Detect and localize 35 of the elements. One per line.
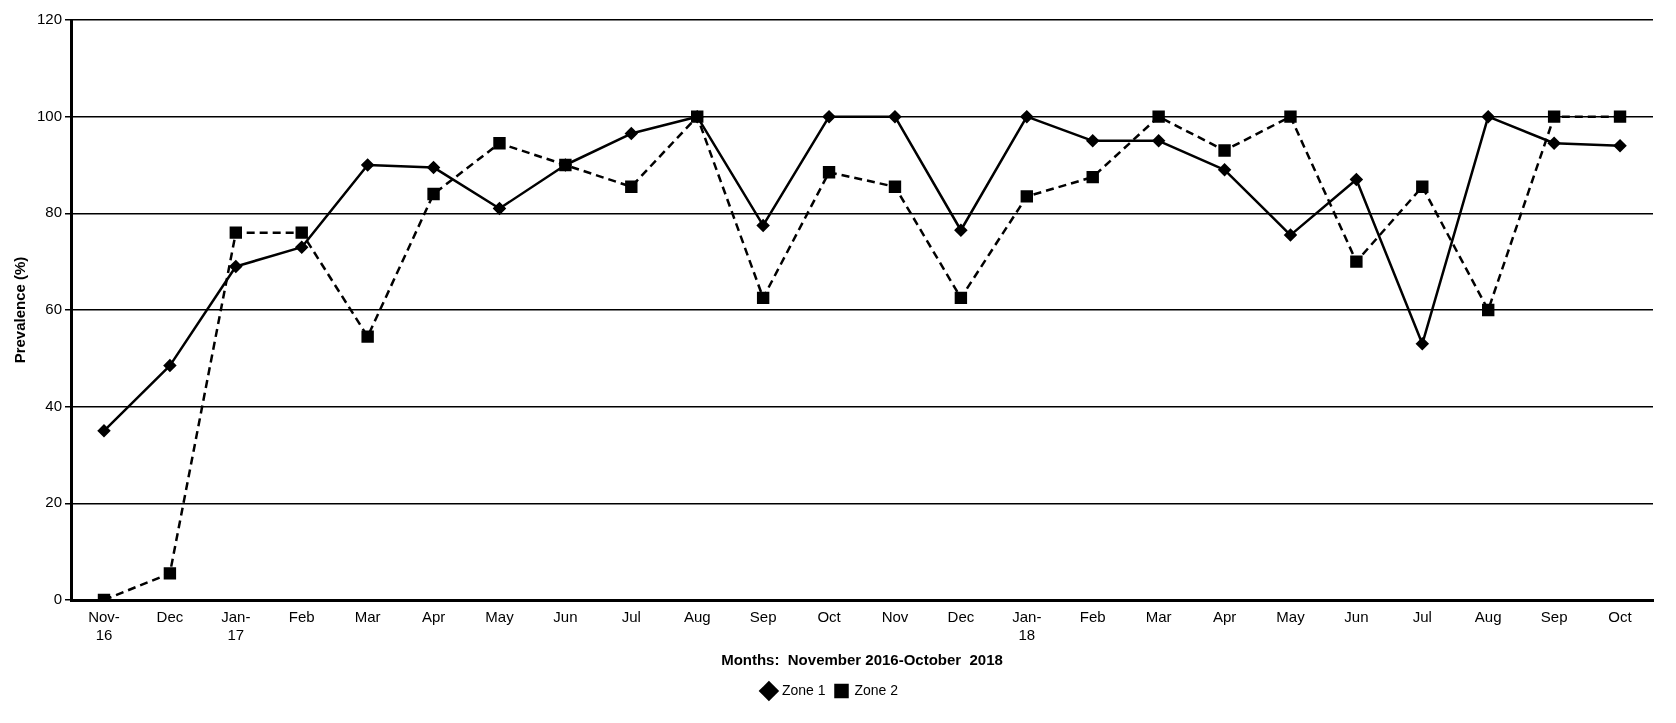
x-tick-label: Sep bbox=[749, 608, 777, 626]
y-tick-label: 60 bbox=[45, 300, 63, 318]
x-tick-label: Feb bbox=[288, 608, 315, 626]
y-tick-label: 40 bbox=[45, 396, 63, 414]
x-tick-label: Aug bbox=[683, 608, 711, 626]
y-tick-label: 20 bbox=[45, 493, 63, 511]
x-tick-label: Nov bbox=[881, 608, 909, 626]
x-tick-label: Oct bbox=[817, 608, 842, 626]
x-tick-label: Jan-18 bbox=[1012, 608, 1042, 644]
x-tick-label: Mar bbox=[1145, 608, 1172, 626]
x-tick-label: Jul bbox=[1412, 608, 1432, 626]
y-axis-title: Prevalence (%) bbox=[11, 256, 29, 364]
y-tick-label: 0 bbox=[53, 590, 63, 608]
x-tick-label: May bbox=[485, 608, 515, 626]
legend-label: Zone 2 bbox=[854, 681, 899, 698]
x-tick-label: Jan-17 bbox=[221, 608, 251, 644]
x-tick-label: Jul bbox=[621, 608, 641, 626]
x-tick-label: Dec bbox=[947, 608, 975, 626]
x-tick-label: May bbox=[1276, 608, 1306, 626]
x-tick-label: Aug bbox=[1474, 608, 1502, 626]
x-tick-label: Feb bbox=[1079, 608, 1106, 626]
x-tick-label: Sep bbox=[1540, 608, 1568, 626]
x-axis-title: Months: November 2016-October 2018 bbox=[721, 651, 1003, 669]
x-tick-label: Oct bbox=[1608, 608, 1633, 626]
x-tick-label: Mar bbox=[354, 608, 381, 626]
x-tick-label: Apr bbox=[1212, 608, 1237, 626]
x-tick-label: Jun bbox=[1344, 608, 1369, 626]
y-tick-label: 80 bbox=[45, 203, 63, 221]
x-tick-label: Jun bbox=[553, 608, 578, 626]
x-tick-label: Nov-16 bbox=[88, 608, 120, 644]
x-tick-label: Apr bbox=[421, 608, 446, 626]
y-tick-label: 100 bbox=[37, 106, 63, 124]
legend-label: Zone 1 bbox=[781, 681, 826, 698]
y-tick-label: 120 bbox=[37, 10, 63, 28]
x-tick-label: Dec bbox=[156, 608, 184, 626]
